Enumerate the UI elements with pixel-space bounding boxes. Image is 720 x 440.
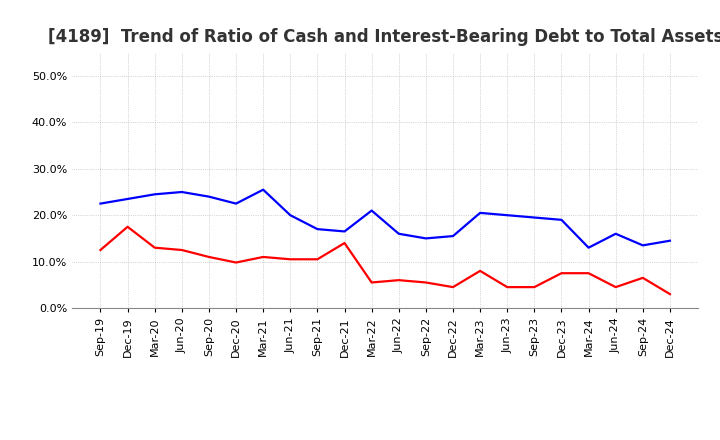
Interest-Bearing Debt <box>557 217 566 223</box>
Interest-Bearing Debt <box>367 208 376 213</box>
Title: [4189]  Trend of Ratio of Cash and Interest-Bearing Debt to Total Assets: [4189] Trend of Ratio of Cash and Intere… <box>48 28 720 46</box>
Cash <box>584 271 593 276</box>
Interest-Bearing Debt <box>286 213 294 218</box>
Cash <box>449 285 457 290</box>
Interest-Bearing Debt <box>665 238 674 243</box>
Cash <box>557 271 566 276</box>
Cash <box>96 247 105 253</box>
Cash <box>178 247 186 253</box>
Interest-Bearing Debt <box>584 245 593 250</box>
Cash <box>395 278 403 283</box>
Cash <box>611 285 620 290</box>
Cash <box>232 260 240 265</box>
Interest-Bearing Debt <box>421 236 430 241</box>
Cash <box>204 254 213 260</box>
Cash <box>421 280 430 285</box>
Line: Interest-Bearing Debt: Interest-Bearing Debt <box>101 190 670 248</box>
Cash <box>150 245 159 250</box>
Interest-Bearing Debt <box>313 227 322 232</box>
Cash <box>286 257 294 262</box>
Interest-Bearing Debt <box>530 215 539 220</box>
Interest-Bearing Debt <box>503 213 511 218</box>
Cash <box>476 268 485 274</box>
Interest-Bearing Debt <box>639 243 647 248</box>
Interest-Bearing Debt <box>232 201 240 206</box>
Cash <box>123 224 132 229</box>
Interest-Bearing Debt <box>341 229 349 234</box>
Cash <box>665 291 674 297</box>
Line: Cash: Cash <box>101 227 670 294</box>
Interest-Bearing Debt <box>96 201 105 206</box>
Cash <box>639 275 647 280</box>
Interest-Bearing Debt <box>150 192 159 197</box>
Interest-Bearing Debt <box>611 231 620 236</box>
Interest-Bearing Debt <box>476 210 485 216</box>
Cash <box>313 257 322 262</box>
Cash <box>341 240 349 246</box>
Interest-Bearing Debt <box>204 194 213 199</box>
Interest-Bearing Debt <box>395 231 403 236</box>
Cash <box>367 280 376 285</box>
Cash <box>503 285 511 290</box>
Cash <box>259 254 268 260</box>
Cash <box>530 285 539 290</box>
Interest-Bearing Debt <box>123 196 132 202</box>
Interest-Bearing Debt <box>259 187 268 192</box>
Interest-Bearing Debt <box>449 234 457 239</box>
Interest-Bearing Debt <box>178 189 186 194</box>
